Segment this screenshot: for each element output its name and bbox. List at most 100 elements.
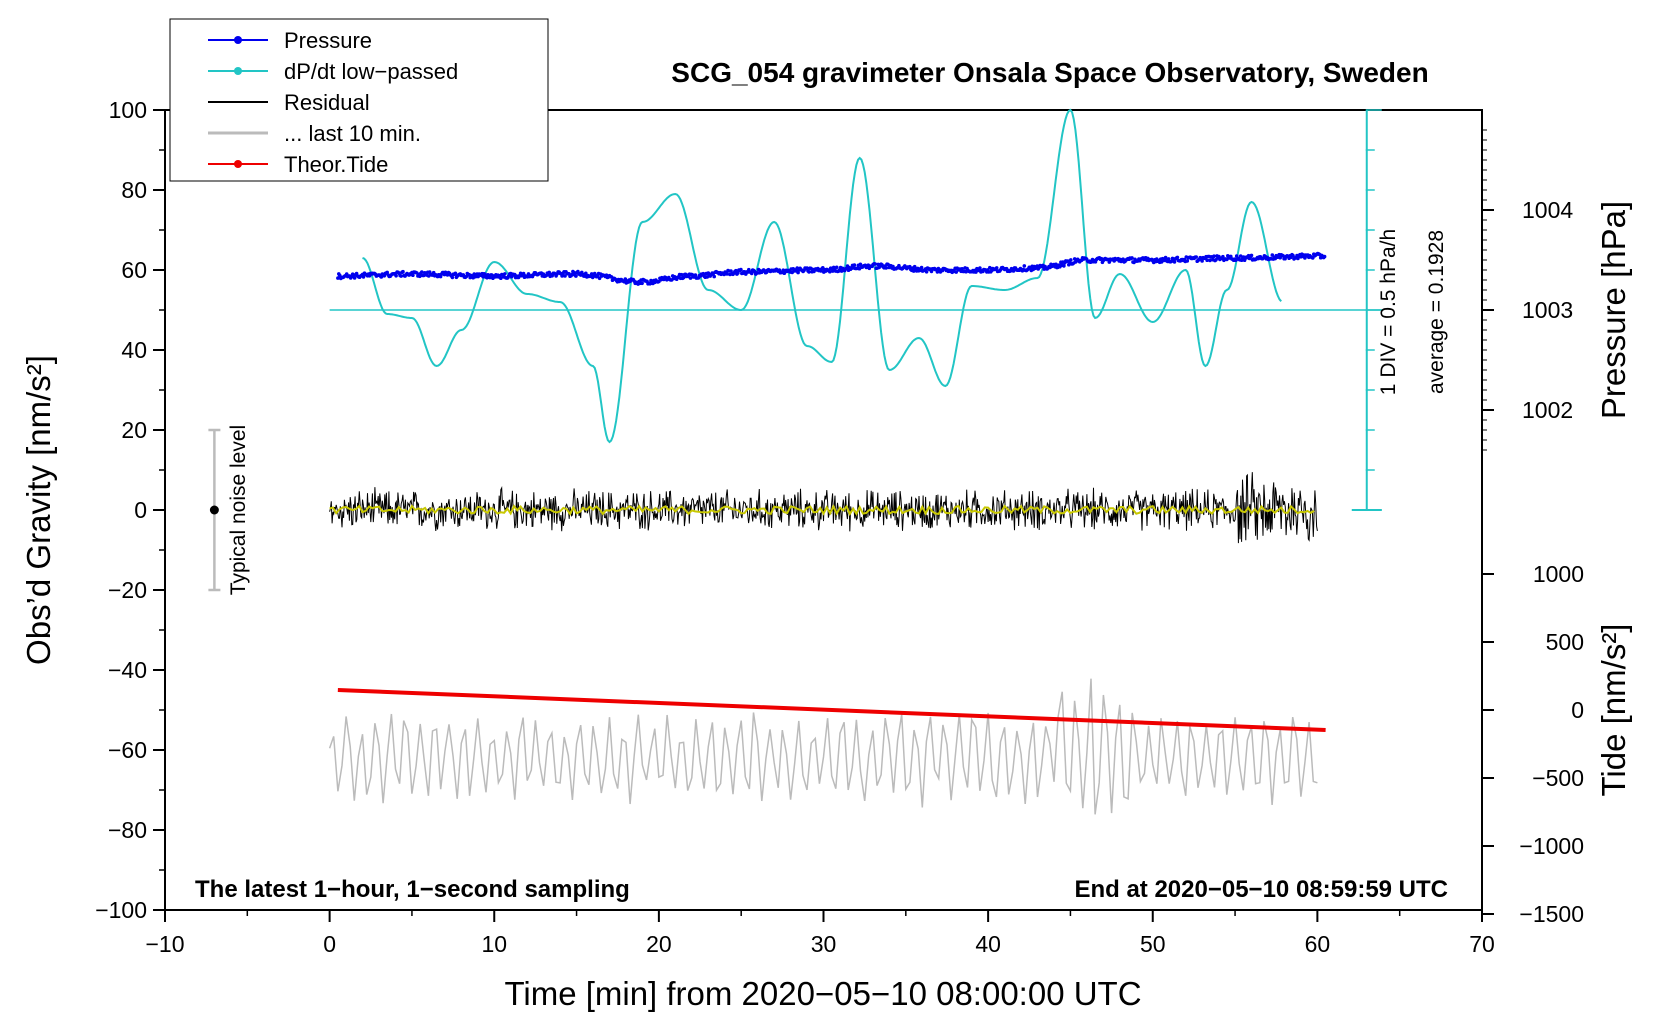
- pressure-point: [453, 271, 458, 276]
- y-tick-label: 60: [121, 257, 147, 283]
- pressure-point: [749, 271, 754, 276]
- pressure-tick-label: 1002: [1522, 397, 1573, 423]
- pressure-point: [1200, 259, 1204, 263]
- axis-ticks: −10 0 10 20 30 40 50 60 70100806040200−20−40−60−…: [95, 97, 1584, 957]
- pressure-point: [488, 275, 492, 280]
- pressure-point: [499, 276, 503, 281]
- tide-tick-label: 0: [1571, 697, 1584, 723]
- noise-bar-center: [209, 505, 219, 515]
- pressure-tick-label: 1004: [1522, 197, 1573, 223]
- series-residual-smoothed: [329, 504, 1315, 517]
- pressure-point: [1278, 255, 1282, 260]
- legend-label-2: Residual: [284, 90, 370, 115]
- legend-label-4: Theor.Tide: [284, 152, 388, 177]
- y-axis-label-pressure: Pressure [hPa]: [1595, 201, 1632, 419]
- noise-level-bar: [208, 428, 221, 592]
- pressure-point: [411, 273, 415, 278]
- pressure-point: [1175, 255, 1180, 260]
- pressure-point: [401, 269, 405, 274]
- pressure-point: [693, 273, 698, 277]
- note-latest-hour: The latest 1−hour, 1−second sampling: [195, 876, 630, 903]
- chart-title: SCG_054 gravimeter Onsala Space Observat…: [671, 57, 1428, 88]
- pressure-point: [560, 274, 564, 278]
- legend-box: [169, 18, 549, 182]
- pressure-point: [521, 271, 526, 276]
- pressure-tick-label: 1003: [1522, 297, 1573, 323]
- x-tick-label: 70: [1469, 931, 1495, 957]
- x-tick-label: 30: [811, 931, 837, 957]
- y-tick-label: 0: [134, 497, 147, 523]
- y-axis-label-tide: Tide [nm/s²]: [1595, 624, 1632, 797]
- y-tick-label: 100: [109, 97, 147, 123]
- pressure-point: [852, 263, 857, 267]
- dpdt-average-text: average = 0.1928: [1425, 230, 1448, 394]
- series-last-10-min: [328, 678, 1318, 815]
- legend-marker-0: [234, 36, 242, 44]
- pressure-point: [1194, 255, 1198, 259]
- pressure-point: [1238, 254, 1243, 258]
- y-tick-label: −60: [108, 737, 147, 763]
- pressure-point: [352, 276, 357, 280]
- series-theor-tide: [337, 688, 1326, 732]
- pressure-point: [1011, 269, 1016, 273]
- pressure-point: [729, 269, 733, 273]
- pressure-point: [978, 266, 982, 270]
- pressure-point: [736, 271, 740, 275]
- y-tick-label: 20: [121, 417, 147, 443]
- x-tick-label: 0: [323, 931, 336, 957]
- tide-tick-label: 500: [1546, 629, 1584, 655]
- x-axis-label: Time [min] from 2020−05−10 08:00:00 UTC: [504, 975, 1141, 1012]
- legend-marker-1: [234, 67, 242, 75]
- pressure-point: [834, 265, 839, 270]
- pressure-point: [828, 269, 832, 274]
- pressure-point: [988, 265, 992, 270]
- pressure-point: [1322, 254, 1327, 259]
- pressure-point: [418, 274, 422, 279]
- dpdt-scale-text: 1 DIV = 0.5 hPa/h: [1377, 229, 1400, 395]
- pressure-point: [1249, 253, 1254, 258]
- pressure-point: [919, 265, 924, 270]
- y-axis-label-left: Obs’d Gravity [nm/s²]: [20, 355, 57, 665]
- pressure-point: [681, 275, 686, 280]
- pressure-point: [679, 272, 684, 277]
- pressure-point: [503, 272, 507, 276]
- series-layer: [328, 108, 1384, 815]
- series-dpdt: [362, 108, 1282, 444]
- legend-marker-4: [234, 160, 242, 168]
- pressure-point: [1130, 256, 1134, 260]
- pressure-point: [1281, 254, 1285, 258]
- legend: Pressure dP/dt low−passed Residual ... last…: [169, 18, 549, 182]
- pressure-point: [1212, 254, 1216, 258]
- x-tick-label: 60: [1305, 931, 1331, 957]
- pressure-point: [805, 266, 809, 270]
- note-end-time: End at 2020−05−10 08:59:59 UTC: [1074, 876, 1448, 903]
- pressure-point: [640, 281, 644, 286]
- pressure-point: [1062, 264, 1066, 268]
- pressure-point: [725, 272, 729, 276]
- legend-label-0: Pressure: [284, 28, 372, 53]
- pressure-point: [1172, 260, 1177, 264]
- series-pressure: [336, 251, 1327, 286]
- pressure-point: [739, 267, 743, 272]
- pressure-point: [858, 262, 863, 267]
- tide-tick-label: 1000: [1533, 561, 1584, 587]
- pressure-point: [1054, 262, 1058, 267]
- pressure-point: [1221, 254, 1225, 259]
- tide-tick-label: −500: [1532, 765, 1584, 791]
- y-tick-label: −80: [108, 817, 147, 843]
- pressure-point: [1205, 258, 1209, 263]
- pressure-point: [526, 272, 531, 276]
- series-residual: [329, 472, 1318, 544]
- pressure-point: [420, 270, 424, 274]
- x-tick-label: 40: [975, 931, 1001, 957]
- tide-tick-label: −1000: [1519, 833, 1584, 859]
- pressure-point: [688, 276, 693, 280]
- noise-level-label: Typical noise level: [227, 425, 250, 595]
- legend-label-3: ... last 10 min.: [284, 121, 421, 146]
- pressure-point: [1208, 258, 1212, 263]
- pressure-point: [994, 266, 999, 270]
- x-tick-label: 10: [481, 931, 507, 957]
- y-tick-label: 80: [121, 177, 147, 203]
- pressure-point: [1163, 255, 1168, 260]
